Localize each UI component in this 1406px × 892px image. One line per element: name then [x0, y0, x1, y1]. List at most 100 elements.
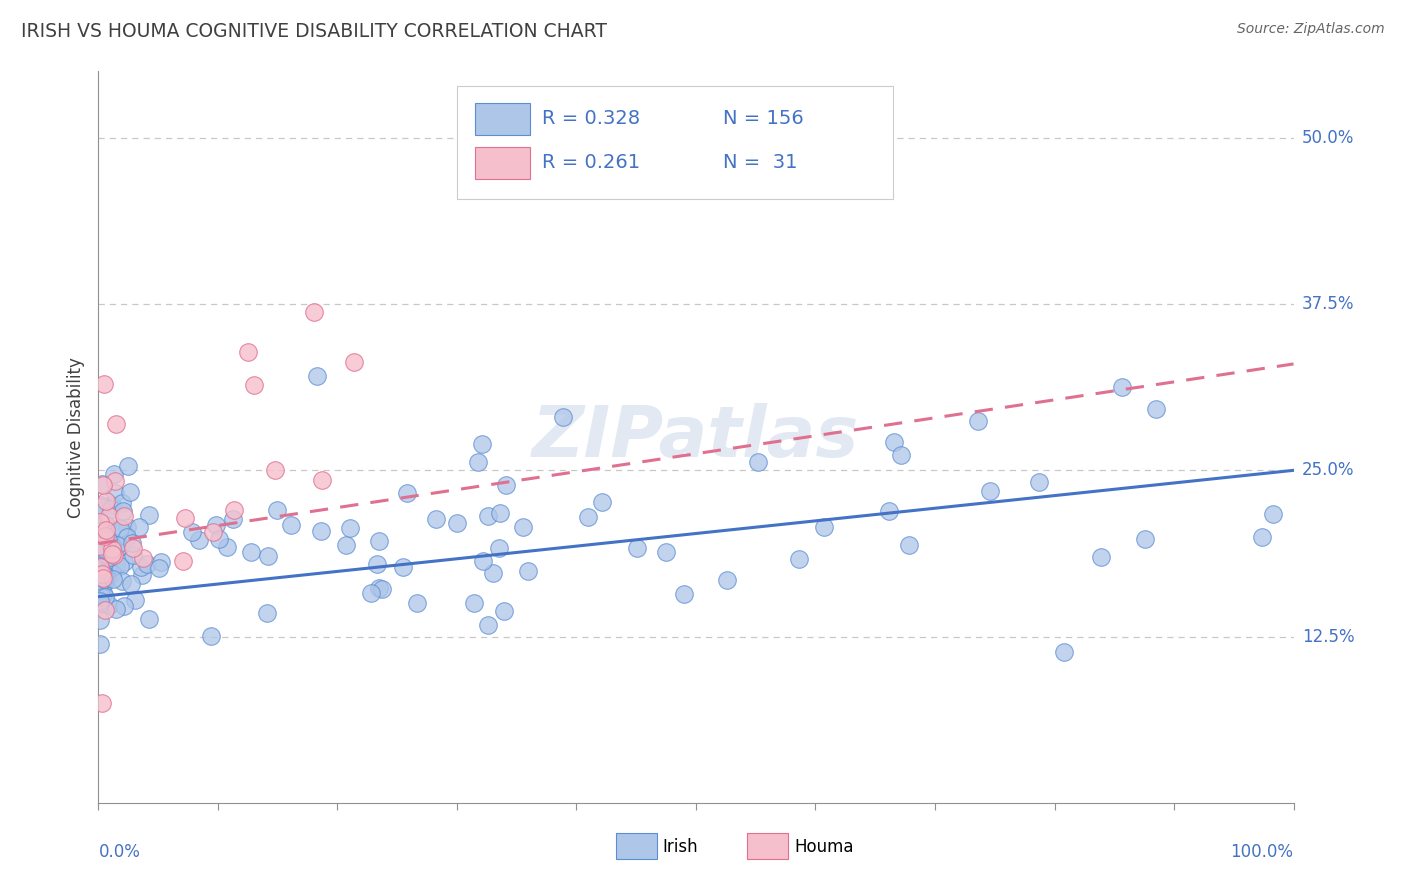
Point [488, 541, 510, 555]
Point [108, 521, 131, 535]
FancyBboxPatch shape [616, 833, 657, 859]
Point [655, 545, 678, 559]
Point [335, 538, 357, 552]
Point [242, 378, 264, 392]
Point [367, 533, 389, 548]
Point [96, 518, 118, 533]
Point [482, 566, 505, 581]
Point [112, 509, 135, 524]
Point [256, 606, 278, 620]
Point [94, 523, 117, 537]
Point [93, 556, 115, 570]
Point [672, 587, 695, 601]
Point [89, 582, 111, 597]
Point [138, 508, 160, 522]
Point [172, 554, 194, 568]
Point [368, 581, 391, 595]
Point [626, 541, 648, 556]
Point [124, 593, 146, 607]
Point [979, 483, 1001, 498]
Y-axis label: Cognitive Disability: Cognitive Disability [66, 357, 84, 517]
Point [129, 560, 152, 574]
Point [100, 502, 122, 516]
Text: Irish: Irish [662, 838, 699, 855]
Point [495, 478, 517, 492]
Point [747, 455, 769, 469]
Point [97, 598, 120, 612]
Point [101, 539, 124, 553]
Point [90, 566, 112, 581]
Point [105, 539, 128, 553]
Text: 50.0%: 50.0% [1302, 128, 1354, 147]
Point [94, 602, 117, 616]
Point [104, 474, 127, 488]
Point [890, 448, 912, 462]
Point [266, 502, 288, 516]
Point [1111, 380, 1133, 394]
Point [96, 573, 118, 587]
Text: N =  31: N = 31 [724, 153, 799, 172]
Point [222, 512, 245, 526]
Point [108, 540, 131, 554]
Point [89, 597, 111, 611]
Point [89, 515, 111, 529]
Point [477, 509, 499, 524]
Point [93, 538, 115, 552]
Point [121, 536, 143, 550]
Text: 37.5%: 37.5% [1302, 295, 1354, 313]
Point [877, 504, 900, 518]
Point [425, 512, 447, 526]
Point [93, 376, 115, 391]
Point [343, 354, 366, 368]
Point [489, 506, 512, 520]
Point [1251, 530, 1274, 544]
Point [89, 575, 111, 590]
Point [94, 537, 117, 551]
Point [280, 518, 302, 533]
Point [360, 586, 382, 600]
Point [89, 637, 111, 651]
Point [200, 629, 222, 643]
Point [90, 498, 112, 512]
Point [264, 463, 287, 477]
Text: Source: ZipAtlas.com: Source: ZipAtlas.com [1237, 22, 1385, 37]
Point [1053, 645, 1076, 659]
Point [591, 494, 613, 508]
Point [118, 485, 141, 500]
Point [96, 494, 118, 508]
Point [122, 541, 145, 555]
Point [98, 549, 121, 564]
Text: 12.5%: 12.5% [1302, 628, 1354, 646]
Point [396, 486, 419, 500]
Point [257, 549, 280, 563]
Point [97, 539, 120, 553]
Point [207, 532, 229, 546]
Point [94, 546, 117, 560]
Point [94, 528, 117, 542]
Point [967, 414, 990, 428]
Point [93, 555, 115, 569]
Point [93, 541, 115, 555]
Point [120, 577, 142, 591]
Point [115, 530, 138, 544]
Point [305, 368, 328, 383]
Point [89, 530, 111, 544]
Point [91, 548, 114, 562]
Point [94, 547, 117, 561]
Text: Houma: Houma [794, 838, 853, 855]
Point [553, 410, 575, 425]
Point [1144, 401, 1167, 416]
Point [121, 548, 143, 562]
Text: R = 0.261: R = 0.261 [541, 153, 640, 172]
Point [91, 566, 114, 581]
Point [787, 551, 810, 566]
Point [716, 573, 738, 587]
Text: ZIPatlas: ZIPatlas [533, 402, 859, 472]
Point [148, 561, 170, 575]
Point [205, 518, 228, 533]
Point [112, 599, 135, 614]
Point [467, 455, 489, 469]
Text: R = 0.328: R = 0.328 [541, 110, 640, 128]
Point [91, 696, 114, 710]
Point [446, 516, 468, 530]
